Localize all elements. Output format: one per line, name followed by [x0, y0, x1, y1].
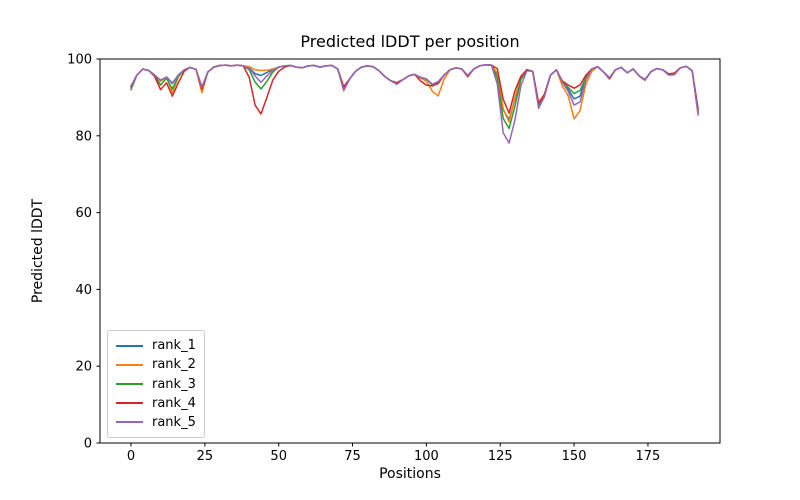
legend-item-rank_4: rank_4 — [116, 394, 196, 413]
x-tick-label: 100 — [414, 449, 439, 464]
y-tick-label: 40 — [75, 283, 92, 298]
y-tick-label: 100 — [67, 53, 92, 68]
x-axis-label: Positions — [379, 466, 441, 482]
series-line-rank_5 — [130, 64, 699, 144]
legend-line-swatch — [116, 383, 143, 385]
x-tick-label: 25 — [197, 449, 214, 464]
legend: rank_1 rank_2 rank_3 rank_4 rank_5 — [107, 330, 205, 438]
legend-label: rank_3 — [152, 376, 196, 392]
legend-label: rank_1 — [152, 338, 196, 354]
chart-title: Predicted lDDT per position — [300, 32, 520, 51]
legend-item-rank_3: rank_3 — [116, 374, 196, 393]
y-tick-label: 80 — [75, 129, 92, 144]
y-tick-label: 20 — [75, 360, 92, 375]
y-tick-label: 60 — [75, 206, 92, 221]
x-tick-label: 150 — [562, 449, 587, 464]
legend-item-rank_1: rank_1 — [116, 336, 196, 355]
legend-line-swatch — [116, 363, 143, 366]
legend-line-swatch — [116, 344, 143, 347]
legend-line-swatch — [116, 402, 143, 405]
x-tick-label: 125 — [488, 449, 513, 464]
y-tick-label: 0 — [84, 437, 92, 452]
legend-item-rank_5: rank_5 — [116, 413, 196, 432]
legend-label: rank_2 — [152, 357, 196, 373]
x-tick-label: 50 — [270, 449, 287, 464]
legend-label: rank_4 — [152, 395, 196, 411]
plot-area-spines — [99, 58, 721, 444]
y-axis-label: Predicted lDDT — [30, 198, 46, 304]
legend-label: rank_5 — [152, 414, 196, 430]
legend-item-rank_2: rank_2 — [116, 355, 196, 374]
x-tick-label: 75 — [344, 449, 361, 464]
x-tick-label: 0 — [127, 449, 135, 464]
x-tick-label: 175 — [636, 449, 661, 464]
legend-line-swatch — [116, 421, 143, 424]
